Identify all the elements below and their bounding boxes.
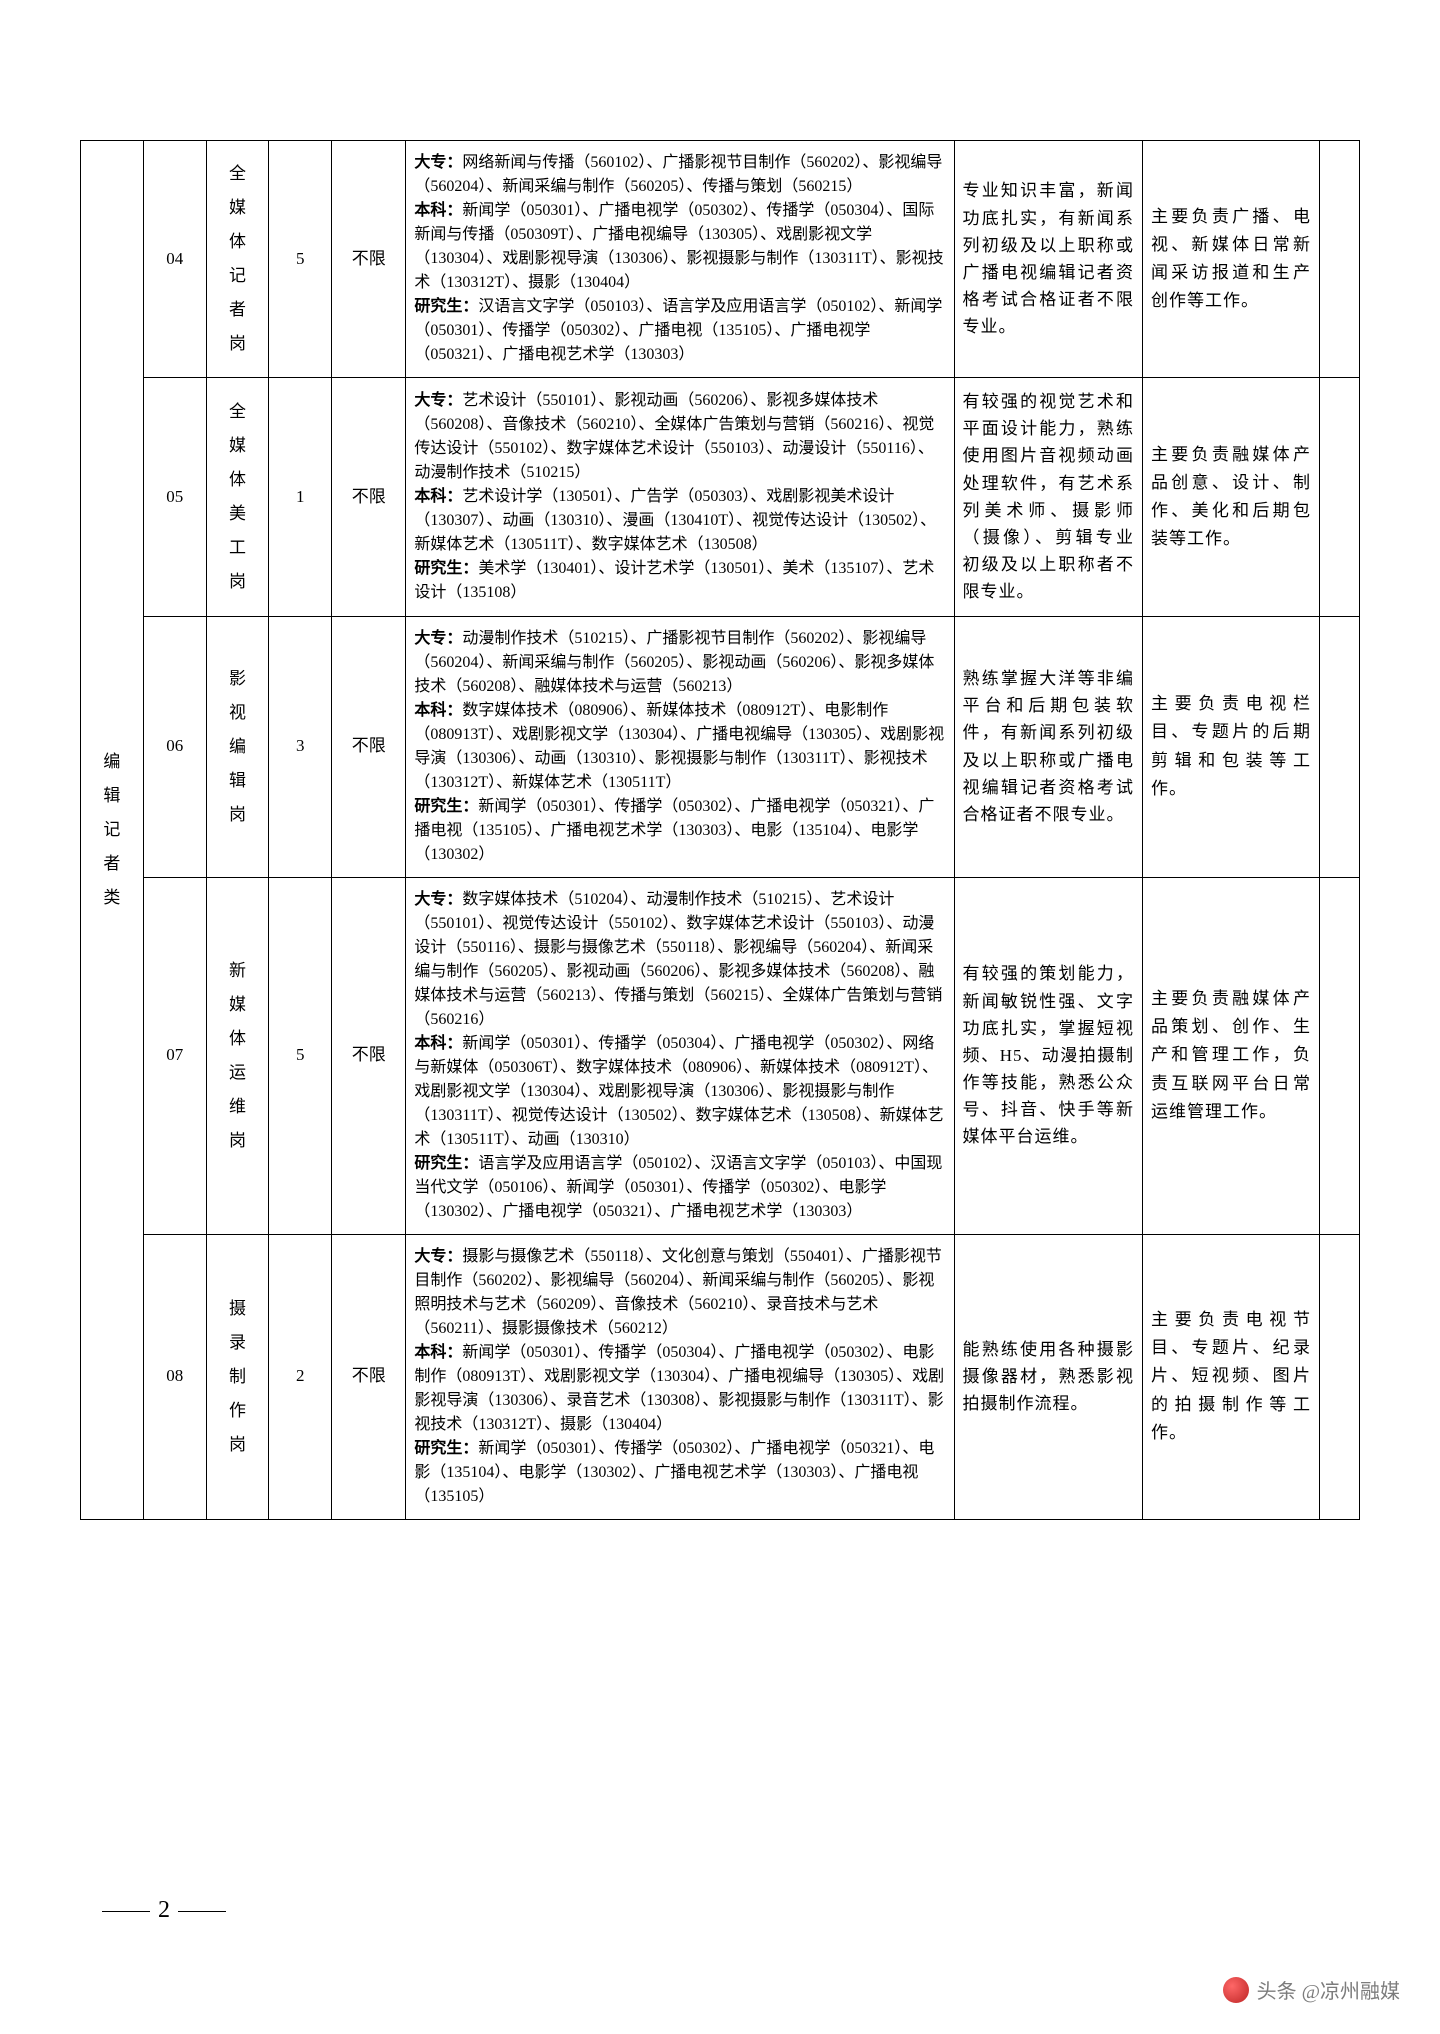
majors-cell: 大专：摄影与摄像艺术（550118）、文化创意与策划（550401）、广播影视节… [406, 1234, 954, 1519]
extra-cell [1319, 1234, 1359, 1519]
conditions-cell: 有较强的视觉艺术和平面设计能力，熟练使用图片音视频动画处理软件，有艺术系列美术师… [954, 378, 1142, 617]
watermark-text: 头条 @凉州融媒 [1257, 1975, 1400, 2004]
position-cell: 全媒体美工岗 [206, 378, 269, 617]
position-cell: 新媒体运维岗 [206, 877, 269, 1234]
toutiao-logo-icon [1223, 1977, 1249, 2003]
position-cell: 摄录制作岗 [206, 1234, 269, 1519]
majors-cell: 大专：艺术设计（550101）、影视动画（560206）、影视多媒体技术（560… [406, 378, 954, 617]
position-cell: 全媒体记者岗 [206, 141, 269, 378]
count-cell: 5 [269, 877, 332, 1234]
code-cell: 08 [143, 1234, 206, 1519]
watermark: 头条 @凉州融媒 [1223, 1975, 1400, 2004]
category-cell: 编辑记者类 [81, 141, 144, 1520]
extra-cell [1319, 141, 1359, 378]
limit-cell: 不限 [332, 378, 406, 617]
code-cell: 07 [143, 877, 206, 1234]
conditions-cell: 有较强的策划能力，新闻敏锐性强、文字功底扎实，掌握短视频、H5、动漫拍摄制作等技… [954, 877, 1142, 1234]
majors-cell: 大专：动漫制作技术（510215）、广播影视节目制作（560202）、影视编导（… [406, 616, 954, 877]
count-cell: 5 [269, 141, 332, 378]
duties-cell: 主要负责电视栏目、专题片的后期剪辑和包装等工作。 [1142, 616, 1319, 877]
extra-cell [1319, 378, 1359, 617]
code-cell: 05 [143, 378, 206, 617]
limit-cell: 不限 [332, 877, 406, 1234]
code-cell: 06 [143, 616, 206, 877]
limit-cell: 不限 [332, 616, 406, 877]
duties-cell: 主要负责融媒体产品策划、创作、生产和管理工作，负责互联网平台日常运维管理工作。 [1142, 877, 1319, 1234]
job-listing-table: 编辑记者类04全媒体记者岗5不限大专：网络新闻与传播（560102）、广播影视节… [80, 140, 1360, 1520]
extra-cell [1319, 877, 1359, 1234]
page-number: 2 [100, 1897, 228, 1924]
table-row: 06影视编辑岗3不限大专：动漫制作技术（510215）、广播影视节目制作（560… [81, 616, 1360, 877]
duties-cell: 主要负责融媒体产品创意、设计、制作、美化和后期包装等工作。 [1142, 378, 1319, 617]
table-row: 07新媒体运维岗5不限大专：数字媒体技术（510204）、动漫制作技术（5102… [81, 877, 1360, 1234]
conditions-cell: 能熟练使用各种摄影摄像器材，熟悉影视拍摄制作流程。 [954, 1234, 1142, 1519]
count-cell: 3 [269, 616, 332, 877]
conditions-cell: 熟练掌握大洋等非编平台和后期包装软件，有新闻系列初级及以上职称或广播电视编辑记者… [954, 616, 1142, 877]
table-row: 编辑记者类04全媒体记者岗5不限大专：网络新闻与传播（560102）、广播影视节… [81, 141, 1360, 378]
page-number-value: 2 [158, 1897, 170, 1923]
majors-cell: 大专：网络新闻与传播（560102）、广播影视节目制作（560202）、影视编导… [406, 141, 954, 378]
duties-cell: 主要负责电视节目、专题片、纪录片、短视频、图片的拍摄制作等工作。 [1142, 1234, 1319, 1519]
limit-cell: 不限 [332, 1234, 406, 1519]
count-cell: 2 [269, 1234, 332, 1519]
document-page: 编辑记者类04全媒体记者岗5不限大专：网络新闻与传播（560102）、广播影视节… [0, 0, 1440, 1600]
majors-cell: 大专：数字媒体技术（510204）、动漫制作技术（510215）、艺术设计（55… [406, 877, 954, 1234]
duties-cell: 主要负责广播、电视、新媒体日常新闻采访报道和生产创作等工作。 [1142, 141, 1319, 378]
table-row: 05全媒体美工岗1不限大专：艺术设计（550101）、影视动画（560206）、… [81, 378, 1360, 617]
conditions-cell: 专业知识丰富，新闻功底扎实，有新闻系列初级及以上职称或广播电视编辑记者资格考试合… [954, 141, 1142, 378]
limit-cell: 不限 [332, 141, 406, 378]
code-cell: 04 [143, 141, 206, 378]
extra-cell [1319, 616, 1359, 877]
table-row: 08摄录制作岗2不限大专：摄影与摄像艺术（550118）、文化创意与策划（550… [81, 1234, 1360, 1519]
position-cell: 影视编辑岗 [206, 616, 269, 877]
count-cell: 1 [269, 378, 332, 617]
